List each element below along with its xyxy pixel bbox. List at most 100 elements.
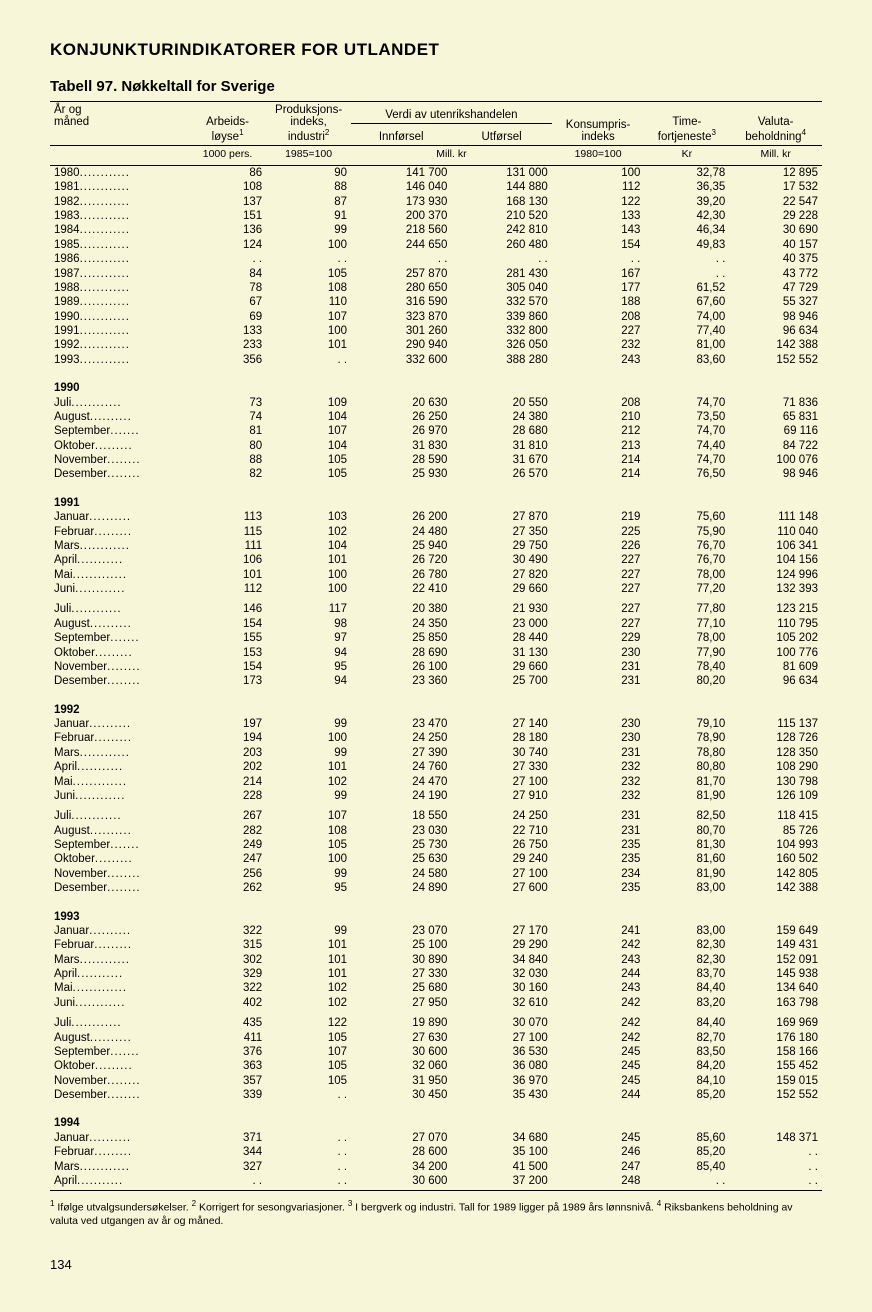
cell: 260 480 (451, 238, 551, 252)
cell: 100 (552, 165, 645, 180)
cell: 227 (552, 582, 645, 596)
cell: 82,50 (644, 809, 729, 823)
cell: 315 (189, 938, 266, 952)
cell: 214 (189, 775, 266, 789)
row-label: Januar.......... (50, 717, 189, 731)
row-label: April........... (50, 967, 189, 981)
table-row: Mars............30210130 89034 84024382,… (50, 953, 822, 967)
row-label: 1984............ (50, 223, 189, 237)
cell: 77,90 (644, 646, 729, 660)
cell: 402 (189, 996, 266, 1010)
cell: 75,60 (644, 510, 729, 524)
cell: 21 930 (451, 602, 551, 616)
cell: 105 202 (729, 631, 822, 645)
row-label: November........ (50, 453, 189, 467)
table-row: Januar..........1979923 47027 14023079,1… (50, 717, 822, 731)
cell: 28 590 (351, 453, 451, 467)
cell: 214 (552, 453, 645, 467)
cell: 435 (189, 1016, 266, 1030)
cell: 77,20 (644, 582, 729, 596)
row-label: Mars............ (50, 1160, 189, 1174)
table-row: November........8810528 59031 67021474,7… (50, 453, 822, 467)
cell: 19 890 (351, 1016, 451, 1030)
col-year-month: År ogmåned (54, 104, 89, 128)
cell: 106 (189, 553, 266, 567)
table-row: August..........41110527 63027 10024282,… (50, 1031, 822, 1045)
cell: 27 330 (351, 967, 451, 981)
cell: 332 800 (451, 324, 551, 338)
row-label: November........ (50, 1074, 189, 1088)
row-label: September....... (50, 424, 189, 438)
cell: 27 070 (351, 1131, 451, 1145)
cell: 20 380 (351, 602, 451, 616)
row-label: Desember........ (50, 467, 189, 481)
cell: 26 780 (351, 568, 451, 582)
cell: 75,90 (644, 525, 729, 539)
cell: 133 (189, 324, 266, 338)
col-time: Time-fortjeneste (658, 116, 712, 143)
table-row: Februar.........344. .28 60035 10024685,… (50, 1145, 822, 1159)
cell: 32,78 (644, 165, 729, 180)
cell: . . (644, 267, 729, 281)
section-header: 1991 (50, 488, 822, 510)
sup-2: 2 (325, 128, 329, 137)
cell: 202 (189, 760, 266, 774)
cell: 90 (266, 165, 351, 180)
cell: 25 100 (351, 938, 451, 952)
cell: 197 (189, 717, 266, 731)
cell: 141 700 (351, 165, 451, 180)
cell: 27 330 (451, 760, 551, 774)
cell: 302 (189, 953, 266, 967)
cell: 12 895 (729, 165, 822, 180)
cell: 227 (552, 602, 645, 616)
cell: 28 690 (351, 646, 451, 660)
cell: 77,10 (644, 617, 729, 631)
cell: 146 040 (351, 180, 451, 194)
cell: 35 100 (451, 1145, 551, 1159)
row-label: Mai............. (50, 775, 189, 789)
cell: 30 690 (729, 223, 822, 237)
cell: 27 630 (351, 1031, 451, 1045)
col-konsum: Konsumpris-indeks (566, 119, 631, 143)
cell: 100 (266, 582, 351, 596)
cell: 176 180 (729, 1031, 822, 1045)
cell: 123 215 (729, 602, 822, 616)
cell: 26 720 (351, 553, 451, 567)
cell: 81 (189, 424, 266, 438)
cell: . . (266, 353, 351, 367)
cell: 212 (552, 424, 645, 438)
cell: 79,10 (644, 717, 729, 731)
cell: 34 200 (351, 1160, 451, 1174)
cell: 105 (266, 267, 351, 281)
cell: 27 820 (451, 568, 551, 582)
cell: 154 (189, 660, 266, 674)
table-row: Mai.............21410224 47027 10023281,… (50, 775, 822, 789)
cell: 85,20 (644, 1145, 729, 1159)
row-label: April........... (50, 760, 189, 774)
cell: 247 (189, 852, 266, 866)
cell: . . (552, 252, 645, 266)
cell: 242 (552, 996, 645, 1010)
row-label: Februar......... (50, 938, 189, 952)
cell: 145 938 (729, 967, 822, 981)
cell: 107 (266, 310, 351, 324)
cell: 100 (266, 324, 351, 338)
cell: 231 (552, 660, 645, 674)
row-label: November........ (50, 867, 189, 881)
cell: 31 130 (451, 646, 551, 660)
cell: 267 (189, 809, 266, 823)
table-row: Juni............2289924 19027 91023281,9… (50, 789, 822, 803)
footnotes: 1 Ifølge utvalgsundersøkelser. 2 Korrige… (50, 1199, 822, 1229)
cell: 95 (266, 881, 351, 895)
cell: 104 (266, 410, 351, 424)
cell: 101 (266, 553, 351, 567)
table-row: 1989............67110316 590332 57018867… (50, 295, 822, 309)
row-label: September....... (50, 631, 189, 645)
row-label: April........... (50, 553, 189, 567)
cell: 329 (189, 967, 266, 981)
cell: 154 (189, 617, 266, 631)
cell: 151 (189, 209, 266, 223)
cell: 231 (552, 824, 645, 838)
cell: . . (644, 1174, 729, 1188)
row-label: Januar.......... (50, 924, 189, 938)
